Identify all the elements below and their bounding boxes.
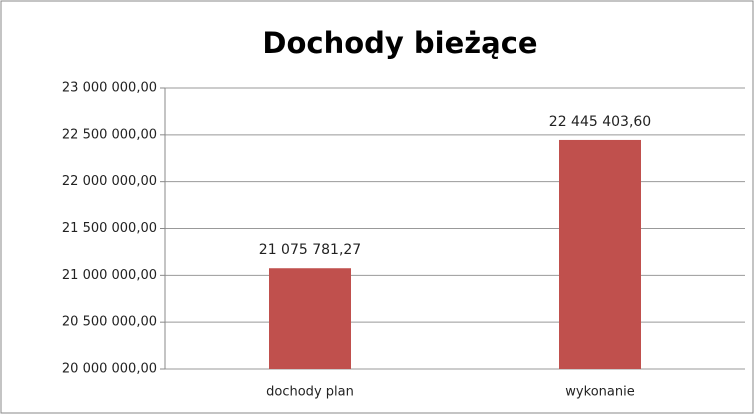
y-tick-label: 21 000 000,00 <box>62 268 157 283</box>
y-tick-label: 22 000 000,00 <box>62 174 157 189</box>
bar <box>269 268 351 369</box>
y-tick-label: 20 000 000,00 <box>62 362 157 377</box>
x-tick-label: dochody plan <box>266 385 354 400</box>
y-tick-label: 21 500 000,00 <box>62 221 157 236</box>
y-tick-label: 23 000 000,00 <box>62 81 157 96</box>
chart-title: Dochody bieżące <box>262 26 537 60</box>
data-label: 22 445 403,60 <box>549 114 651 130</box>
y-tick-label: 20 500 000,00 <box>62 315 157 330</box>
x-tick-label: wykonanie <box>565 385 634 400</box>
bar <box>559 139 641 369</box>
data-label: 21 075 781,27 <box>259 242 361 258</box>
y-tick-label: 22 500 000,00 <box>62 127 157 142</box>
